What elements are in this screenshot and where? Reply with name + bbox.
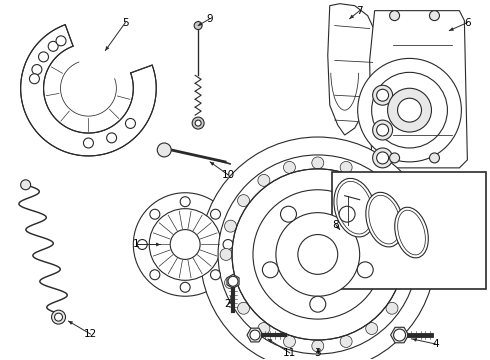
Circle shape <box>170 230 200 260</box>
Circle shape <box>48 41 58 51</box>
Circle shape <box>372 120 392 140</box>
Circle shape <box>228 276 238 286</box>
Circle shape <box>29 74 39 84</box>
Circle shape <box>211 209 220 219</box>
Circle shape <box>357 262 373 278</box>
Circle shape <box>220 248 232 260</box>
Circle shape <box>218 155 417 354</box>
Polygon shape <box>227 274 239 288</box>
Circle shape <box>51 310 66 324</box>
Circle shape <box>312 340 324 352</box>
Circle shape <box>366 174 378 186</box>
Circle shape <box>150 270 160 280</box>
Circle shape <box>339 206 355 222</box>
Text: 12: 12 <box>84 329 97 339</box>
Circle shape <box>224 220 237 232</box>
Text: 11: 11 <box>283 348 296 358</box>
Ellipse shape <box>334 179 375 237</box>
Circle shape <box>377 124 389 136</box>
Circle shape <box>390 11 399 21</box>
Circle shape <box>429 153 440 163</box>
Circle shape <box>54 313 63 321</box>
Circle shape <box>276 213 360 296</box>
Text: 3: 3 <box>315 348 321 358</box>
Circle shape <box>340 161 352 174</box>
Circle shape <box>388 88 432 132</box>
Circle shape <box>250 330 260 340</box>
Text: 4: 4 <box>432 339 439 349</box>
Circle shape <box>377 152 389 164</box>
Text: 8: 8 <box>332 220 339 230</box>
Polygon shape <box>247 328 263 342</box>
Text: 10: 10 <box>221 170 235 180</box>
Ellipse shape <box>369 195 400 244</box>
Circle shape <box>263 262 278 278</box>
Circle shape <box>238 195 249 207</box>
Polygon shape <box>391 327 409 343</box>
Circle shape <box>280 206 296 222</box>
Circle shape <box>372 85 392 105</box>
Circle shape <box>223 239 233 249</box>
Text: 1: 1 <box>133 239 140 249</box>
Circle shape <box>195 120 201 126</box>
Circle shape <box>397 98 421 122</box>
Circle shape <box>21 180 30 190</box>
Circle shape <box>372 148 392 168</box>
Circle shape <box>56 36 66 46</box>
Circle shape <box>39 52 49 62</box>
Circle shape <box>429 11 440 21</box>
Circle shape <box>125 118 135 129</box>
Circle shape <box>258 174 270 186</box>
Text: 2: 2 <box>225 299 231 309</box>
Circle shape <box>399 220 411 232</box>
Polygon shape <box>369 11 467 168</box>
Circle shape <box>258 323 270 334</box>
Circle shape <box>404 248 416 260</box>
Circle shape <box>192 117 204 129</box>
Circle shape <box>83 138 94 148</box>
Text: 6: 6 <box>464 18 471 28</box>
Circle shape <box>386 302 398 314</box>
Text: 9: 9 <box>207 14 214 24</box>
Circle shape <box>340 336 352 347</box>
Polygon shape <box>21 25 156 156</box>
Circle shape <box>386 195 398 207</box>
Circle shape <box>310 296 326 312</box>
Ellipse shape <box>395 207 428 258</box>
Circle shape <box>399 277 411 289</box>
Circle shape <box>358 58 462 162</box>
Ellipse shape <box>398 210 425 255</box>
Circle shape <box>224 277 237 289</box>
Circle shape <box>366 323 378 334</box>
Circle shape <box>377 89 389 101</box>
Ellipse shape <box>366 192 403 247</box>
Circle shape <box>107 133 117 143</box>
Circle shape <box>200 137 436 360</box>
Circle shape <box>238 302 249 314</box>
Circle shape <box>157 143 171 157</box>
Bar <box>332 172 486 289</box>
Polygon shape <box>328 4 378 135</box>
Circle shape <box>137 239 147 249</box>
Circle shape <box>298 234 338 274</box>
Circle shape <box>253 190 383 319</box>
Circle shape <box>283 161 295 174</box>
Circle shape <box>149 209 221 280</box>
Circle shape <box>371 72 447 148</box>
Circle shape <box>283 336 295 347</box>
Text: 5: 5 <box>122 18 129 28</box>
Circle shape <box>133 193 237 296</box>
Circle shape <box>390 153 399 163</box>
Circle shape <box>211 270 220 280</box>
Ellipse shape <box>337 181 372 234</box>
Circle shape <box>180 197 190 207</box>
Circle shape <box>232 169 404 340</box>
Circle shape <box>32 64 42 75</box>
Text: 7: 7 <box>356 6 363 15</box>
Circle shape <box>194 22 202 30</box>
Circle shape <box>150 209 160 219</box>
Circle shape <box>393 329 406 341</box>
Circle shape <box>312 157 324 169</box>
Circle shape <box>180 282 190 292</box>
